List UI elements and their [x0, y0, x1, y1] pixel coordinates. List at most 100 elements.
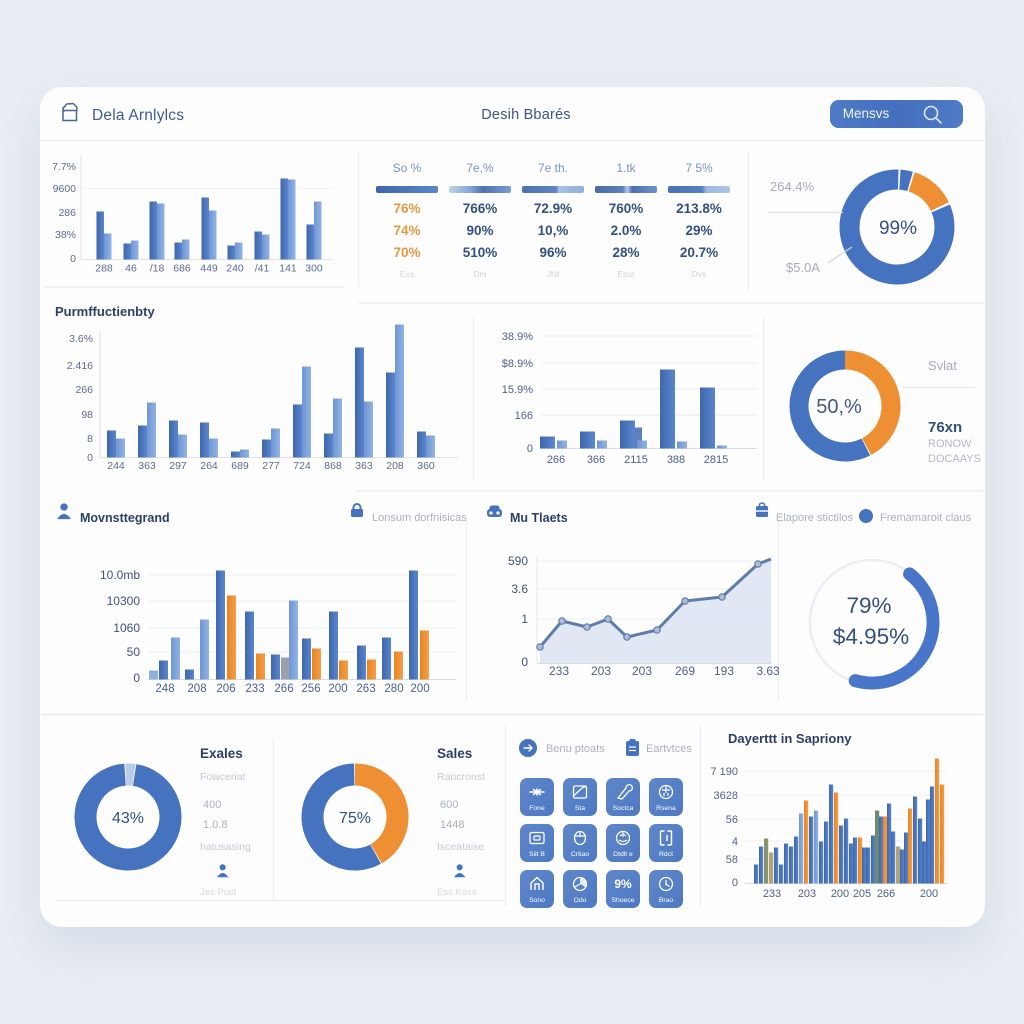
svg-text:Sales: Sales — [437, 746, 472, 761]
svg-text:Sta: Sta — [575, 805, 585, 812]
svg-text:Soctca: Soctca — [613, 805, 634, 812]
svg-text:Dela Arnlylcs: Dela Arnlylcs — [92, 107, 184, 124]
svg-text:Dayerttt in Sapriony: Dayerttt in Sapriony — [728, 731, 852, 746]
svg-text:28%: 28% — [612, 245, 639, 260]
svg-text:98: 98 — [81, 409, 93, 421]
svg-text:46: 46 — [125, 263, 137, 275]
svg-text:2.0%: 2.0% — [611, 223, 642, 238]
svg-text:Fowceriat: Fowceriat — [200, 771, 246, 783]
svg-text:277: 277 — [262, 460, 280, 472]
svg-text:449: 449 — [200, 263, 218, 275]
svg-text:200: 200 — [920, 888, 938, 900]
svg-text:Svlat: Svlat — [928, 358, 957, 373]
svg-text:Rancronst: Rancronst — [437, 771, 485, 783]
svg-text:686: 686 — [173, 263, 191, 275]
svg-text:208: 208 — [187, 683, 206, 695]
svg-text:0: 0 — [87, 452, 93, 464]
svg-text:76xn: 76xn — [928, 419, 962, 436]
svg-text:Odo: Odo — [574, 897, 587, 904]
svg-text:266: 266 — [877, 888, 895, 900]
svg-text:233: 233 — [763, 888, 781, 900]
svg-text:256: 256 — [301, 683, 320, 695]
svg-text:264: 264 — [200, 460, 218, 472]
svg-text:Rsena: Rsena — [656, 805, 676, 812]
svg-text:2815: 2815 — [704, 454, 728, 466]
svg-text:2115: 2115 — [624, 454, 648, 466]
svg-text:Rdct: Rdct — [659, 851, 673, 858]
svg-text:10300: 10300 — [107, 594, 141, 608]
svg-text:Elapore stictilos: Elapore stictilos — [776, 512, 854, 524]
svg-text:166: 166 — [515, 410, 533, 422]
svg-text:266: 266 — [547, 454, 565, 466]
svg-text:74%: 74% — [393, 223, 420, 238]
svg-text:50,%: 50,% — [816, 396, 862, 418]
svg-text:Exs: Exs — [400, 269, 414, 279]
svg-text:213.8%: 213.8% — [676, 201, 722, 216]
svg-text:Benu ptoats: Benu ptoats — [546, 743, 605, 755]
svg-text:141: 141 — [279, 263, 297, 275]
svg-text:203: 203 — [591, 664, 611, 678]
svg-text:200: 200 — [831, 888, 849, 900]
svg-text:Purmffuctienbty: Purmffuctienbty — [55, 304, 155, 319]
svg-text:10,%: 10,% — [538, 223, 569, 238]
svg-text:244: 244 — [107, 460, 125, 472]
svg-text:Dvs: Dvs — [692, 269, 707, 279]
svg-text:760%: 760% — [609, 201, 644, 216]
svg-text:600: 600 — [440, 799, 458, 811]
svg-text:4: 4 — [732, 836, 738, 848]
svg-text:9%: 9% — [614, 877, 632, 891]
svg-text:0: 0 — [732, 877, 738, 889]
svg-text:2.416: 2.416 — [67, 360, 93, 372]
svg-text:/18: /18 — [150, 263, 165, 275]
svg-text:263: 263 — [356, 683, 375, 695]
svg-text:203: 203 — [798, 888, 816, 900]
svg-text:38.9%: 38.9% — [502, 331, 533, 343]
svg-text:269: 269 — [675, 664, 695, 678]
svg-text:280: 280 — [384, 683, 403, 695]
svg-text:38%: 38% — [55, 229, 76, 241]
svg-text:288: 288 — [95, 263, 113, 275]
svg-text:Ess Kuss: Ess Kuss — [437, 887, 477, 898]
svg-text:RONOW: RONOW — [928, 438, 972, 450]
svg-text:300: 300 — [305, 263, 323, 275]
svg-text:70%: 70% — [393, 245, 420, 260]
svg-text:724: 724 — [293, 460, 311, 472]
svg-text:58: 58 — [726, 854, 738, 866]
svg-text:79%: 79% — [846, 593, 891, 618]
svg-text:Mensvs: Mensvs — [843, 106, 890, 121]
svg-text:7 190: 7 190 — [710, 766, 738, 778]
svg-text:0: 0 — [527, 443, 533, 455]
svg-text:7e,%: 7e,% — [466, 161, 494, 175]
svg-text:Dtdlt e: Dtdlt e — [613, 851, 633, 858]
svg-text:Silt B: Silt B — [529, 851, 545, 858]
svg-text:Fremamaroit claus: Fremamaroit claus — [880, 512, 972, 524]
svg-text:590: 590 — [508, 554, 528, 568]
svg-text:7 5%: 7 5% — [685, 161, 713, 175]
svg-text:200: 200 — [410, 683, 429, 695]
svg-text:Desih Bbarés: Desih Bbarés — [481, 107, 570, 123]
svg-text:$4.95%: $4.95% — [833, 624, 909, 649]
svg-text:50: 50 — [127, 645, 141, 659]
svg-text:240: 240 — [226, 263, 244, 275]
svg-text:205: 205 — [853, 888, 871, 900]
svg-text:363: 363 — [355, 460, 373, 472]
svg-text:72.9%: 72.9% — [534, 201, 572, 216]
svg-text:Isceataise: Isceataise — [437, 841, 484, 853]
svg-text:15.9%: 15.9% — [502, 384, 533, 396]
svg-text:208: 208 — [386, 460, 404, 472]
svg-text:$8.9%: $8.9% — [502, 358, 533, 370]
svg-text:233: 233 — [549, 664, 569, 678]
svg-text:363: 363 — [138, 460, 156, 472]
svg-text:1: 1 — [521, 612, 528, 626]
svg-text:JNt: JNt — [547, 269, 560, 279]
svg-text:43%: 43% — [112, 810, 144, 827]
svg-text:233: 233 — [245, 683, 264, 695]
svg-text:Dm: Dm — [473, 269, 486, 279]
svg-text:264.4%: 264.4% — [770, 179, 815, 194]
svg-text:766%: 766% — [463, 201, 498, 216]
svg-text:So %: So % — [393, 161, 422, 175]
svg-text:3.63: 3.63 — [756, 664, 780, 678]
svg-text:96%: 96% — [539, 245, 566, 260]
svg-text:1060: 1060 — [113, 621, 140, 635]
svg-text:Brao: Brao — [659, 897, 674, 904]
